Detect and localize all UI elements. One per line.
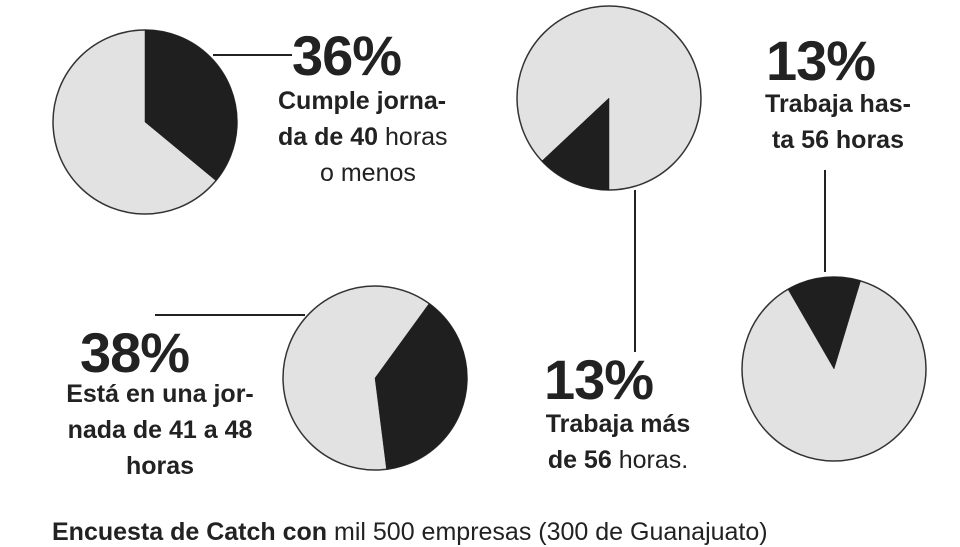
label-13-more-line2-regular: horas. — [611, 446, 689, 474]
pie-13-more — [516, 5, 702, 191]
label-36-line3: o menos — [320, 159, 416, 187]
pie-36-slice — [144, 29, 238, 181]
pie-13-upto-slice — [787, 276, 861, 370]
label-36-line2-bold: da de 40 — [278, 123, 379, 151]
percent-38: 38% — [80, 321, 190, 384]
pie-13-upto — [741, 276, 927, 462]
label-36-line2-regular: horas — [378, 123, 448, 151]
label-13-more-line2-bold: de 56 — [547, 446, 612, 474]
pie-38-slice — [374, 303, 468, 470]
pie-36 — [52, 29, 238, 215]
label-36-line1: Cumple jorna- — [278, 87, 447, 115]
source-note: Encuesta de Catch con mil 500 empresas (… — [52, 518, 768, 547]
percent-13-upto: 13% — [766, 29, 876, 92]
pie-13-more-slice — [541, 97, 610, 191]
pie-38 — [282, 285, 468, 471]
source-note-regular: mil 500 empresas (300 de Guanajuato) — [327, 518, 768, 546]
label-13-more-line1: Trabaja más — [545, 410, 691, 438]
label-13-upto-line1: Trabaja has- — [765, 90, 911, 118]
label-36: Cumple jorna- da de 40 horas o menos — [278, 83, 478, 191]
label-38: Está en una jor- nada de 41 a 48 horas — [44, 376, 276, 484]
label-13-upto: Trabaja has- ta 56 horas — [738, 86, 938, 158]
percent-13-more: 13% — [544, 348, 654, 411]
label-13-upto-line2: ta 56 horas — [771, 126, 904, 154]
percent-36: 36% — [292, 24, 402, 87]
label-38-line1: Está en una jor- — [66, 380, 254, 408]
label-38-line2: nada de 41 a 48 — [67, 416, 253, 444]
source-note-bold: Encuesta de Catch con — [52, 518, 328, 546]
label-13-more: Trabaja más de 56 horas. — [518, 406, 718, 478]
label-38-line3: horas — [125, 452, 195, 480]
